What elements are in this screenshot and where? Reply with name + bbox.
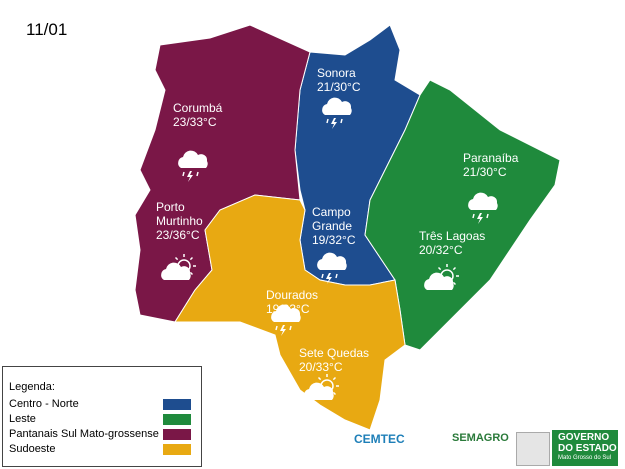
city-name: Paranaíba <box>463 151 519 165</box>
bolt <box>280 325 286 336</box>
city-name: Três Lagoas <box>419 229 486 243</box>
weather-icon <box>468 192 498 224</box>
legend: Legenda: Centro - Norte Leste Pantanais Su… <box>2 366 202 467</box>
city-name: Sete Quedas <box>299 346 370 360</box>
bolt <box>331 118 337 129</box>
legend-swatch <box>163 429 191 440</box>
rain <box>196 171 199 177</box>
rain <box>340 118 343 124</box>
rain <box>289 325 292 331</box>
rain <box>321 273 324 279</box>
city-label: Sete Quedas 20/33°C <box>299 346 389 374</box>
sun-ray <box>189 271 194 276</box>
logo-semagro: SEMAGRO <box>452 432 509 444</box>
weather-icon <box>178 150 208 182</box>
weather-icon <box>424 264 459 290</box>
bolt <box>187 171 193 182</box>
logo-cemtec: CEMTEC <box>354 432 405 446</box>
city-name: Porto Murtinho <box>156 200 203 228</box>
city-temp: 19/32°C <box>312 233 356 247</box>
city-temp: 23/36°C <box>156 228 200 242</box>
logo-gov: DO ESTADO <box>558 443 617 454</box>
city-label: Dourados 19/33°C <box>266 288 346 316</box>
city-label: Sonora 21/30°C <box>317 66 397 94</box>
weather-icon <box>317 252 347 284</box>
rain <box>326 118 329 124</box>
cloud <box>304 382 334 400</box>
city-temp: 19/33°C <box>266 302 310 316</box>
rain <box>275 325 278 331</box>
rain <box>486 213 489 219</box>
cloud <box>468 192 498 210</box>
legend-swatch <box>163 444 191 455</box>
cloud <box>178 150 208 168</box>
legend-label: Pantanais Sul Mato-grossense <box>9 428 159 440</box>
sun-ray <box>452 266 457 271</box>
city-temp: 21/30°C <box>317 80 361 94</box>
sun-ray <box>332 391 337 396</box>
weather-icon <box>161 254 196 280</box>
legend-title: Legenda: <box>9 381 55 393</box>
rain <box>182 171 185 177</box>
gov-logo-bg <box>552 430 618 466</box>
city-label: Campo Grande 19/32°C <box>312 205 372 247</box>
rain <box>472 213 475 219</box>
logo-gov: Mato Grosso do Sul <box>558 455 612 461</box>
sun-ray <box>332 376 337 381</box>
bolt <box>326 273 332 284</box>
sun-ray <box>189 256 194 261</box>
city-temp: 23/33°C <box>173 115 217 129</box>
bolt <box>477 213 483 224</box>
city-name: Corumbá <box>173 101 223 115</box>
city-name: Campo Grande <box>312 205 353 233</box>
city-label: Porto Murtinho 23/36°C <box>156 200 220 242</box>
cloud <box>161 262 191 280</box>
city-name: Dourados <box>266 288 319 302</box>
logo-gov: GOVERNO <box>558 432 610 443</box>
cloud <box>271 304 301 322</box>
city-label: Três Lagoas 20/32°C <box>419 229 499 257</box>
legend-label: Centro - Norte <box>9 398 79 410</box>
region <box>364 79 561 351</box>
date: 11/01 <box>26 20 68 39</box>
legend-label: Leste <box>9 413 36 425</box>
city-label: Paranaíba 21/30°C <box>463 151 543 179</box>
city-temp: 21/30°C <box>463 165 507 179</box>
sun-ray <box>317 376 322 381</box>
city-name: Sonora <box>317 66 356 80</box>
cloud <box>317 252 347 270</box>
gov-emblem <box>516 432 550 466</box>
legend-label: Sudoeste <box>9 443 56 455</box>
city-temp: 20/32°C <box>419 243 463 257</box>
cloud <box>322 97 352 115</box>
weather-icon <box>322 97 352 129</box>
weather-icon <box>271 304 301 336</box>
cloud <box>424 272 454 290</box>
weather-icon <box>304 374 339 400</box>
rain <box>335 273 338 279</box>
city-label: Corumbá 23/33°C <box>173 101 249 129</box>
legend-swatch <box>163 399 191 410</box>
sun-ray <box>452 281 457 286</box>
legend-swatch <box>163 414 191 425</box>
sun-ray <box>174 256 179 261</box>
city-temp: 20/33°C <box>299 360 343 374</box>
sun-ray <box>437 266 442 271</box>
